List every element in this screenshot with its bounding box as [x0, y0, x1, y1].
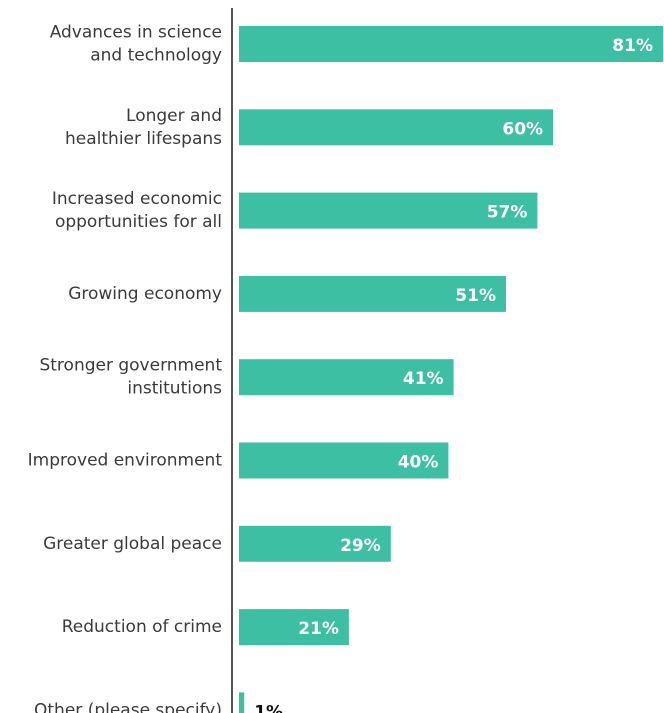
- bar-7: [239, 525, 391, 562]
- category-label-9: Other (please specify): [34, 700, 222, 713]
- bar-4: [239, 275, 506, 312]
- category-label-8: Reduction of crime: [62, 617, 222, 637]
- value-label-9: 1%: [254, 702, 283, 713]
- value-label-1: 81%: [612, 36, 653, 56]
- category-label-6: Improved environment: [28, 451, 223, 471]
- category-label-line: and technology: [90, 46, 222, 66]
- value-label-3: 57%: [487, 203, 528, 223]
- bar-9: [239, 692, 245, 713]
- category-label-line: Growing economy: [68, 284, 222, 304]
- category-label-line: Greater global peace: [43, 534, 222, 554]
- value-label-4: 51%: [455, 286, 496, 306]
- bar-8: [239, 609, 349, 646]
- value-labels: 81% 60% 57% 51% 41% 40% 29% 21% 1%: [254, 36, 653, 713]
- category-label-line: healthier lifespans: [65, 129, 222, 149]
- category-label-line: Improved environment: [28, 451, 223, 471]
- category-label-2: Longer and healthier lifespans: [65, 106, 222, 149]
- category-label-line: Longer and: [126, 106, 222, 126]
- bar-6: [239, 442, 449, 479]
- bars: [239, 26, 663, 713]
- value-label-6: 40%: [398, 453, 439, 473]
- bar-2: [239, 109, 554, 146]
- value-label-8: 21%: [298, 619, 339, 639]
- category-label-line: Stronger government: [39, 356, 222, 376]
- category-label-7: Greater global peace: [43, 534, 222, 554]
- bar-1: [239, 26, 663, 62]
- category-label-4: Growing economy: [68, 284, 222, 304]
- value-label-7: 29%: [340, 536, 381, 556]
- bar-3: [239, 192, 538, 229]
- value-label-5: 41%: [403, 369, 444, 389]
- category-labels: Advances in science and technology Longer …: [28, 23, 223, 713]
- bar-5: [239, 359, 454, 396]
- category-label-line: Advances in science: [50, 23, 222, 43]
- category-label-line: Other (please specify): [34, 700, 222, 713]
- value-label-2: 60%: [502, 119, 543, 139]
- category-label-line: Reduction of crime: [62, 617, 222, 637]
- category-label-1: Advances in science and technology: [50, 23, 222, 66]
- category-label-line: opportunities for all: [55, 212, 222, 232]
- category-label-5: Stronger government institutions: [39, 356, 222, 399]
- category-label-line: institutions: [127, 379, 222, 399]
- category-label-3: Increased economic opportunities for all: [52, 189, 222, 232]
- category-label-line: Increased economic: [52, 189, 222, 209]
